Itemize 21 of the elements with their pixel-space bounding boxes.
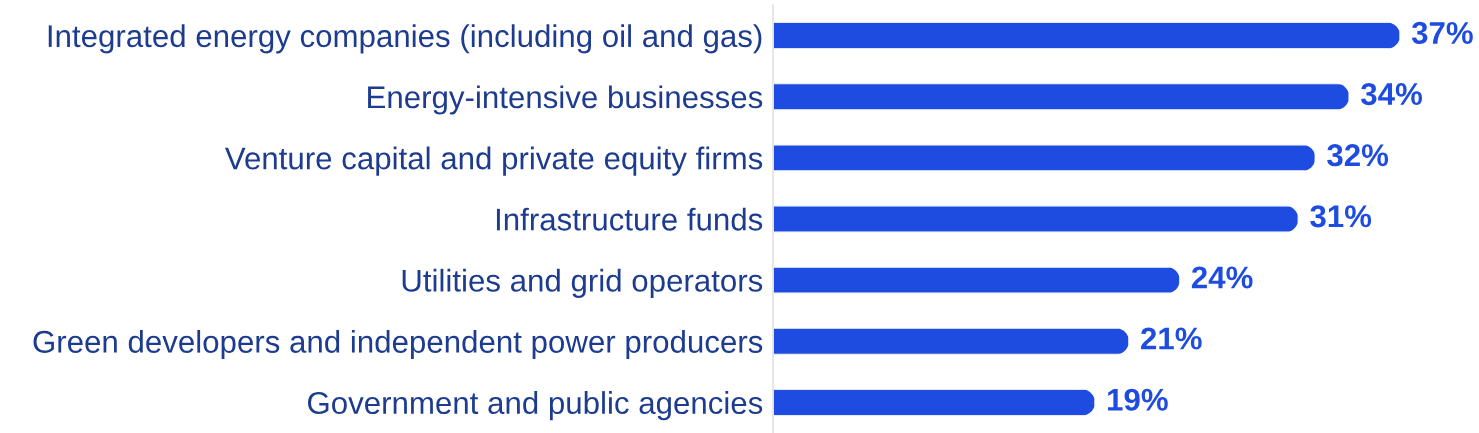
data-label: 21% bbox=[1141, 327, 1202, 350]
y-tick-label: Integrated energy companies (including oil and gas) bbox=[48, 24, 762, 54]
bar bbox=[772, 22, 1400, 49]
bar bbox=[772, 267, 1180, 294]
y-tick-label: Infrastructure funds bbox=[496, 207, 763, 231]
y-tick-label: Venture capital and private equity firms bbox=[224, 146, 763, 176]
y-tick-label: Green developers and independent power producers bbox=[33, 329, 763, 360]
bar bbox=[772, 205, 1299, 233]
y-tick-label: Energy-intensive businesses bbox=[368, 85, 763, 115]
data-label: 34% bbox=[1360, 82, 1422, 106]
y-tick-label: Government and public agencies bbox=[308, 391, 763, 421]
data-label: 31% bbox=[1310, 205, 1372, 228]
data-label: 19% bbox=[1108, 388, 1168, 411]
data-label: 32% bbox=[1327, 144, 1389, 167]
data-label: 24% bbox=[1191, 266, 1253, 289]
bar bbox=[772, 389, 1095, 416]
y-tick-label: Utilities and grid operators bbox=[402, 268, 763, 298]
data-label: 37% bbox=[1411, 21, 1473, 44]
bar bbox=[772, 328, 1129, 355]
bar bbox=[772, 83, 1350, 110]
bar bbox=[772, 144, 1316, 171]
